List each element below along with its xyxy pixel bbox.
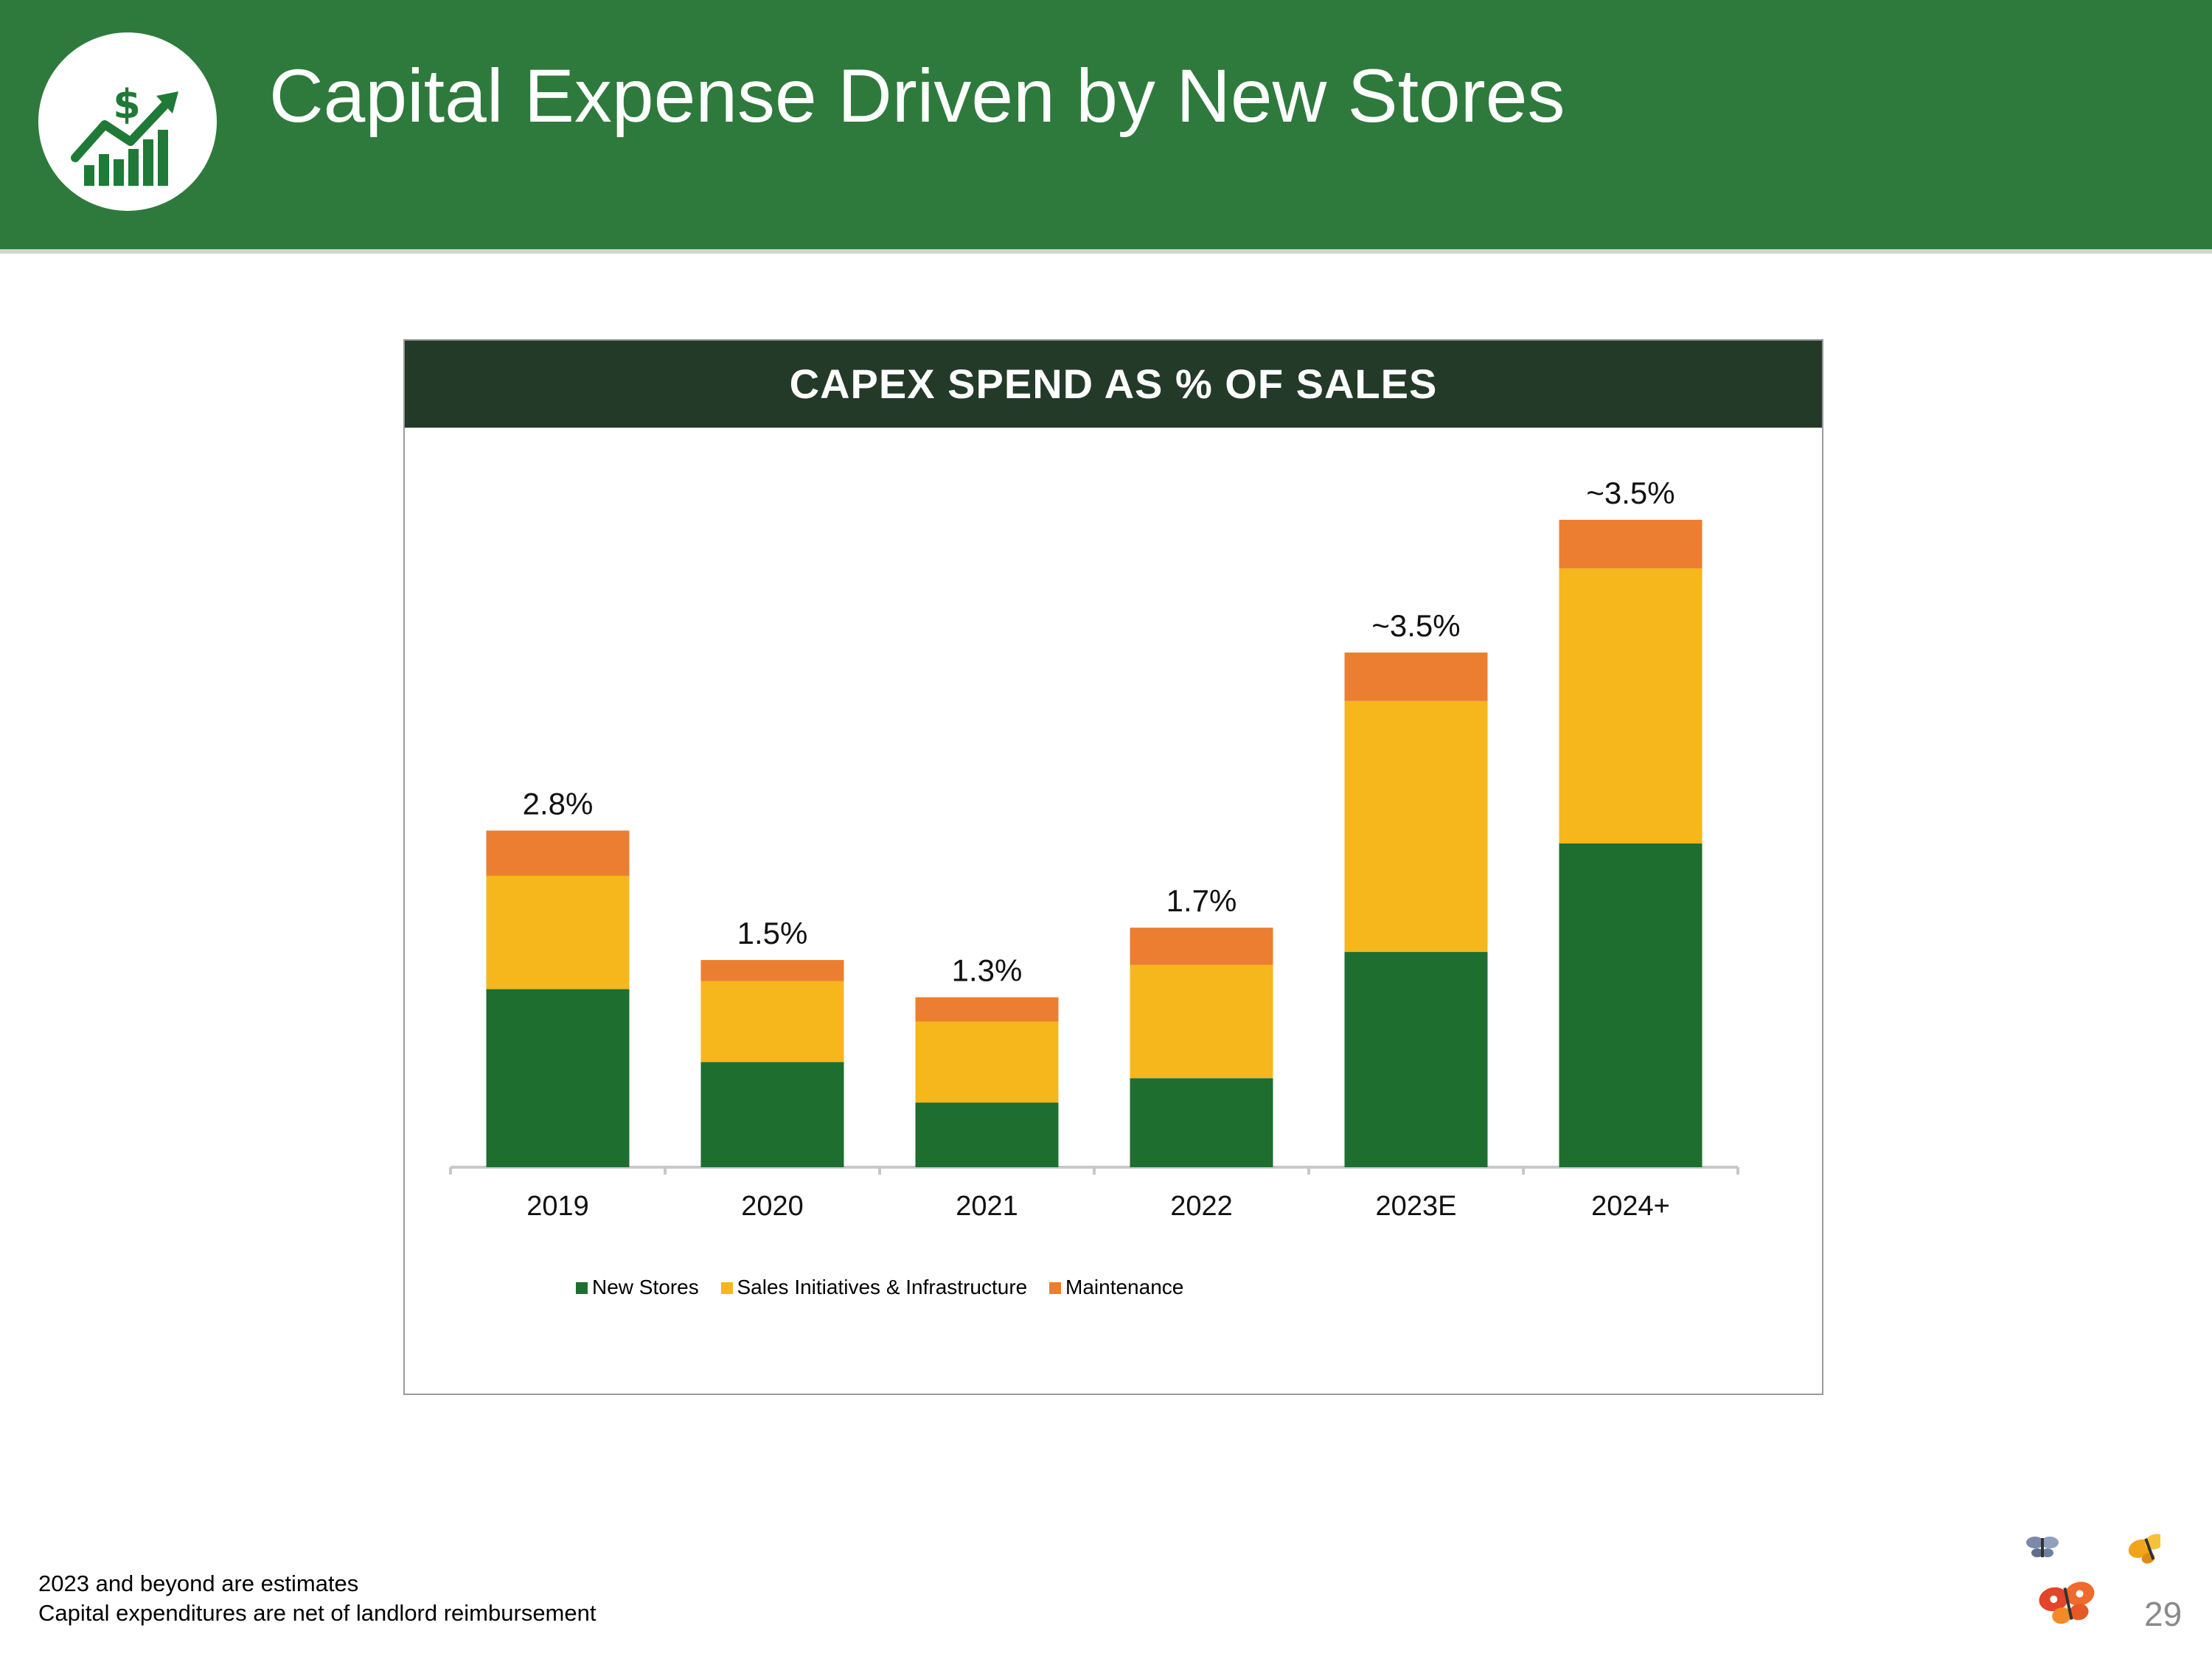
header-bar: $ Capital Expense Driven by New Stores: [0, 0, 2212, 254]
svg-text:$: $: [113, 81, 141, 128]
bar-sales-initiatives-infrastructure-2021: [915, 1021, 1059, 1103]
footnote-estimates: 2023 and beyond are estimates: [38, 1571, 359, 1596]
chart-title: CAPEX SPEND AS % OF SALES: [405, 341, 1822, 428]
bar-sales-initiatives-infrastructure-2024: [1559, 568, 1703, 844]
total-label: ~3.5%: [1586, 476, 1674, 510]
legend-swatch: [1049, 1282, 1062, 1294]
x-tick-label: 2019: [526, 1191, 589, 1222]
total-label: 2.8%: [523, 786, 594, 821]
legend-swatch: [576, 1282, 588, 1294]
bar-new-stores-2022: [1130, 1078, 1273, 1167]
bar-new-stores-2021: [915, 1102, 1059, 1167]
legend-label: Maintenance: [1065, 1276, 1184, 1298]
x-tick-label: 2023E: [1376, 1191, 1457, 1222]
legend-label: Sales Initiatives & Infrastructure: [737, 1276, 1028, 1298]
bar-new-stores-2020: [700, 1062, 844, 1167]
bar-maintenance-2019: [486, 830, 630, 876]
x-tick-label: 2022: [1170, 1191, 1233, 1222]
total-label: 1.3%: [952, 953, 1023, 988]
bar-new-stores-2023e: [1344, 952, 1488, 1167]
legend-item-sales-initiatives: Sales Initiatives & Infrastructure: [720, 1276, 1028, 1299]
legend-item-new-stores: New Stores: [576, 1276, 699, 1299]
bar-sales-initiatives-infrastructure-2023e: [1344, 700, 1488, 953]
footnotes: 2023 and beyond are estimates Capital ex…: [38, 1569, 596, 1628]
page-number: 29: [2144, 1595, 2183, 1633]
butterflies-icon: [2026, 1534, 2160, 1624]
bar-new-stores-2019: [486, 989, 630, 1167]
bar-sales-initiatives-infrastructure-2020: [700, 981, 844, 1062]
total-label: 1.7%: [1166, 883, 1237, 918]
bar-maintenance-2022: [1130, 928, 1273, 965]
slide-title: Capital Expense Driven by New Stores: [269, 54, 1565, 138]
footnote-landlord: Capital expenditures are net of landlord…: [38, 1600, 597, 1626]
bar-maintenance-2023e: [1344, 652, 1488, 701]
bar-sales-initiatives-infrastructure-2022: [1130, 964, 1273, 1079]
x-tick-label: 2021: [956, 1191, 1018, 1222]
total-label: 1.5%: [737, 916, 808, 950]
total-label: ~3.5%: [1371, 608, 1460, 643]
growth-chart-dollar-icon: $: [38, 32, 217, 211]
bar-maintenance-2020: [700, 960, 844, 981]
bar-new-stores-2024: [1559, 844, 1703, 1167]
legend-item-maintenance: Maintenance: [1049, 1276, 1183, 1299]
bar-maintenance-2024: [1559, 520, 1703, 568]
chart-panel: CAPEX SPEND AS % OF SALES 2.8% 2019 1.5% 20…: [403, 339, 1823, 1395]
chart-legend: New Stores Sales Initiatives & Infrastru…: [405, 1276, 1822, 1299]
legend-swatch: [720, 1282, 733, 1294]
x-tick-label: 2024+: [1591, 1191, 1670, 1222]
stacked-bar-chart: 2.8% 2019 1.5% 2020 1.3% 2021 1.7% 2022 ~3.5% 202…: [449, 476, 1739, 1222]
legend-label: New Stores: [592, 1276, 699, 1298]
bar-sales-initiatives-infrastructure-2019: [486, 875, 630, 990]
x-tick-label: 2020: [741, 1191, 804, 1222]
bar-maintenance-2021: [915, 997, 1059, 1022]
